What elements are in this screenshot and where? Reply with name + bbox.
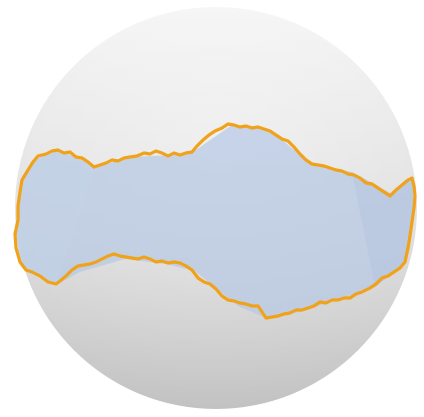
region-facet-left xyxy=(16,150,96,285)
region-facet-top xyxy=(190,125,310,165)
region-facet-right xyxy=(352,172,414,287)
shaded-region-group xyxy=(16,125,414,318)
shaded-region xyxy=(16,125,414,318)
boundary-curve xyxy=(13,122,417,320)
